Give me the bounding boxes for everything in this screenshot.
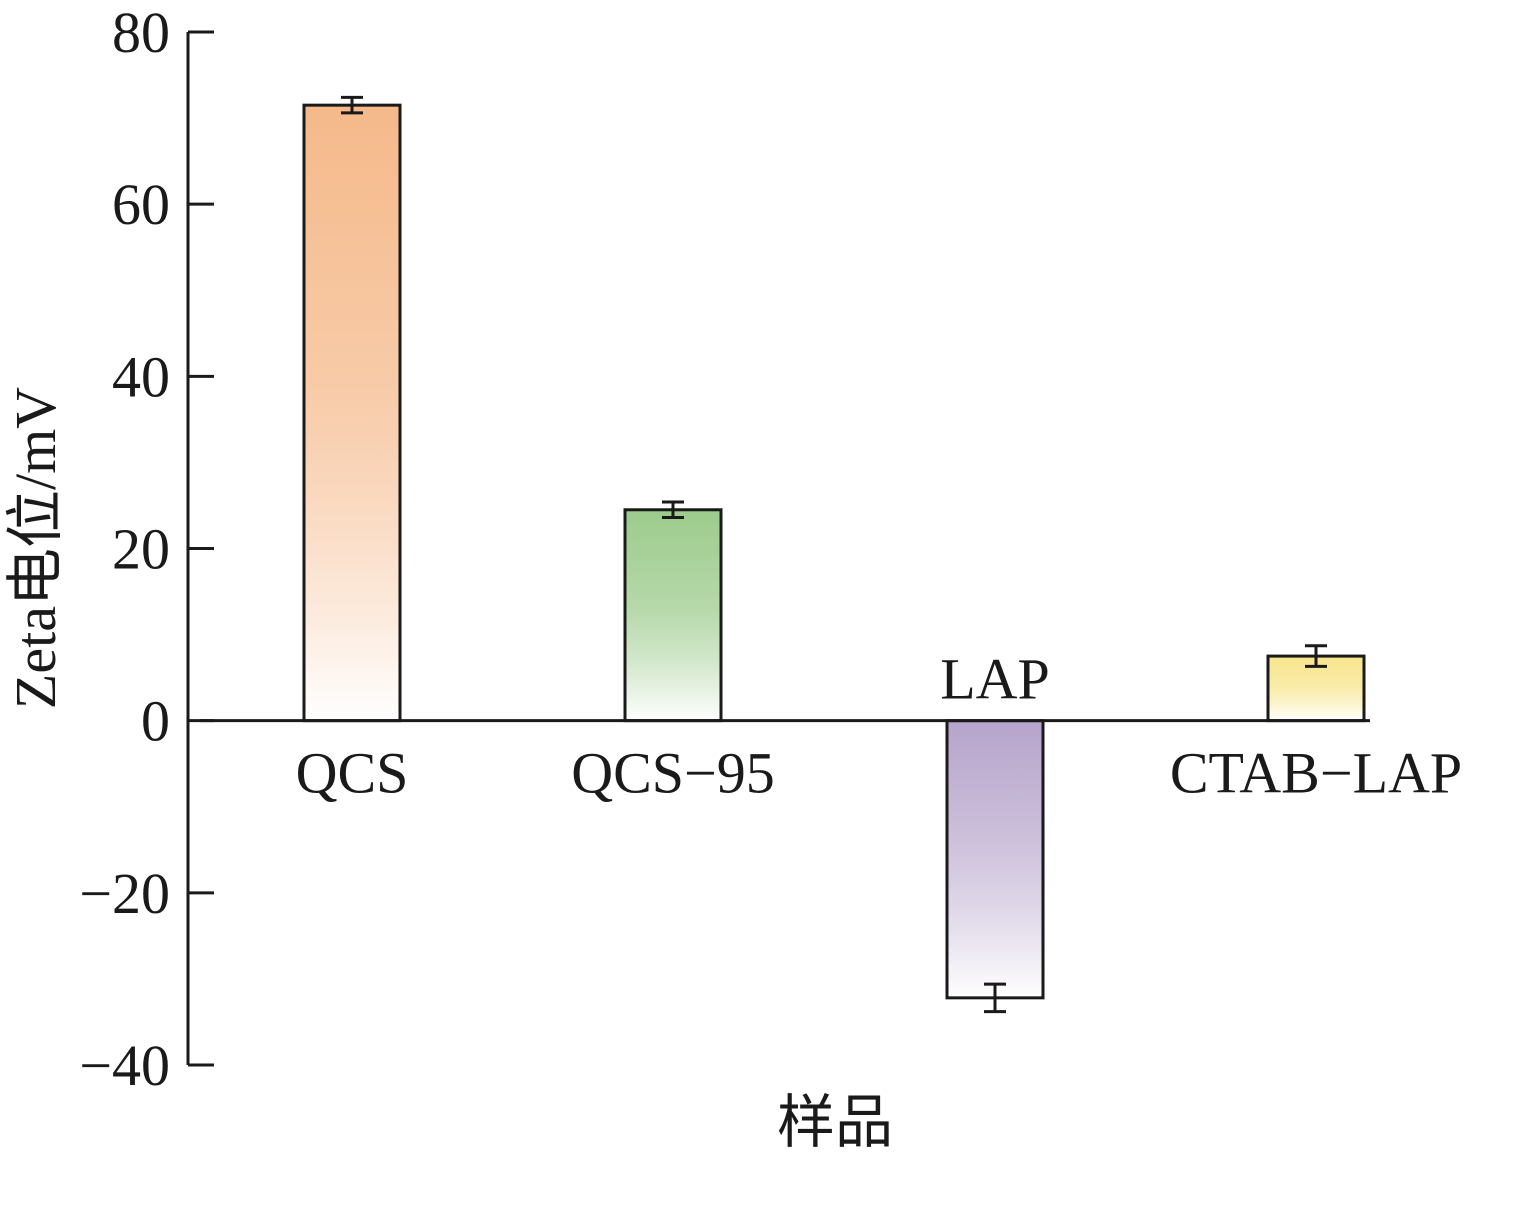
y-axis-title: Zeta电位/mV bbox=[3, 387, 68, 709]
y-tick-label: 80 bbox=[112, 0, 170, 65]
category-label-qcs: QCS bbox=[296, 741, 409, 806]
bars bbox=[302, 95, 1366, 1014]
category-label-qcs-95: QCS−95 bbox=[571, 741, 775, 806]
x-axis-title: 样品 bbox=[777, 1090, 893, 1155]
bar-lap bbox=[945, 719, 1045, 1000]
y-axis: −40 −20 0 20 40 60 80 bbox=[79, 0, 214, 1098]
category-label-ctab-lap: CTAB−LAP bbox=[1170, 741, 1462, 806]
bar-qcs bbox=[302, 103, 402, 723]
bar-qcs-95 bbox=[623, 508, 723, 723]
y-tick-label: −20 bbox=[79, 861, 170, 926]
category-label-lap: LAP bbox=[940, 647, 1050, 712]
y-tick-label: −40 bbox=[79, 1033, 170, 1098]
y-tick-label: 0 bbox=[141, 689, 170, 754]
y-tick-label: 40 bbox=[112, 344, 170, 409]
category-labels: QCS QCS−95 LAP CTAB−LAP bbox=[296, 647, 1463, 806]
y-tick-label: 20 bbox=[112, 517, 170, 582]
y-tick-label: 60 bbox=[112, 172, 170, 237]
